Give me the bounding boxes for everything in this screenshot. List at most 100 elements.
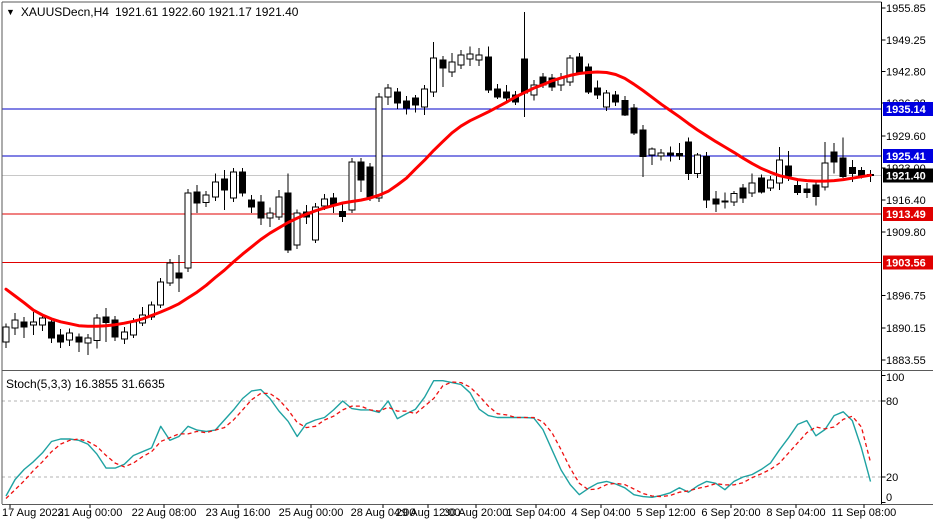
candle[interactable] [457, 50, 465, 70]
candle[interactable] [11, 313, 19, 335]
candle[interactable] [421, 85, 429, 115]
candle[interactable] [730, 190, 738, 206]
candle[interactable] [220, 169, 228, 210]
candle[interactable] [29, 312, 37, 335]
candle[interactable] [175, 255, 183, 293]
candle[interactable] [357, 158, 365, 192]
candle[interactable] [66, 328, 74, 347]
candle[interactable] [575, 53, 583, 74]
candle[interactable] [257, 195, 265, 225]
candle[interactable] [2, 323, 10, 349]
candle[interactable] [721, 192, 729, 209]
candle[interactable] [266, 207, 274, 227]
candle[interactable] [776, 146, 783, 190]
candle[interactable] [703, 151, 711, 208]
candle[interactable] [666, 146, 674, 162]
stoch-k-line[interactable] [5, 380, 872, 498]
candle[interactable] [111, 315, 119, 341]
candle[interactable] [248, 195, 256, 214]
candle[interactable] [239, 167, 247, 197]
candle[interactable] [694, 152, 702, 179]
candle[interactable] [566, 54, 574, 87]
price-axis: 1955.851949.251942.801936.381929.601923.… [881, 3, 926, 367]
candle[interactable] [57, 329, 65, 349]
current-price-label [883, 168, 933, 183]
candle[interactable] [503, 85, 510, 102]
candle[interactable] [157, 277, 165, 309]
candle[interactable] [275, 189, 283, 221]
candle[interactable] [821, 142, 829, 191]
candle[interactable] [630, 104, 638, 135]
candles[interactable] [2, 12, 874, 355]
candle[interactable] [284, 173, 292, 254]
candle[interactable] [475, 48, 483, 67]
candle[interactable] [739, 183, 747, 203]
candle[interactable] [20, 316, 28, 338]
candle[interactable] [384, 84, 392, 106]
candle[interactable] [402, 95, 410, 115]
candle[interactable] [184, 188, 192, 273]
candle[interactable] [839, 137, 847, 179]
stoch-axis: 100 80 20 0 [881, 372, 904, 504]
level-price-label [883, 255, 933, 270]
candle[interactable] [612, 91, 620, 107]
price-axis-tick-label: 1942.80 [886, 67, 926, 79]
candle[interactable] [348, 158, 356, 214]
price-level-lines[interactable] [2, 108, 881, 264]
candle[interactable] [812, 180, 820, 206]
candle[interactable] [748, 173, 756, 198]
candle[interactable] [193, 184, 201, 214]
candle[interactable] [120, 327, 128, 345]
candle[interactable] [603, 90, 611, 111]
candle[interactable] [621, 95, 629, 116]
symbol-dropdown-icon[interactable]: ▼ [6, 7, 15, 17]
candle[interactable] [766, 176, 774, 191]
candle[interactable] [84, 333, 92, 355]
candle[interactable] [211, 173, 219, 202]
candle[interactable] [330, 192, 338, 214]
candle[interactable] [93, 313, 101, 349]
candle[interactable] [685, 137, 692, 181]
stoch-axis-tick-label: 0 [886, 492, 892, 504]
candle[interactable] [648, 147, 656, 166]
candle[interactable] [557, 72, 565, 92]
candle[interactable] [393, 88, 401, 110]
candle[interactable] [202, 190, 210, 207]
level-price-label [883, 149, 933, 164]
candle[interactable] [448, 53, 456, 77]
price-axis-tick-label: 1949.25 [886, 35, 926, 47]
candle[interactable] [794, 180, 802, 196]
stoch-d-line[interactable] [5, 381, 872, 499]
price-axis-tick-label: 1909.80 [886, 227, 926, 239]
candle[interactable] [594, 80, 601, 99]
moving-average-line[interactable] [4, 70, 872, 328]
candle[interactable] [657, 148, 665, 161]
candle[interactable] [757, 174, 765, 194]
candle[interactable] [466, 46, 474, 67]
level-price-label-text: 1903.56 [886, 258, 926, 270]
candle[interactable] [339, 203, 347, 222]
candle[interactable] [166, 258, 174, 287]
candle[interactable] [639, 125, 647, 178]
candle[interactable] [230, 167, 237, 203]
candle[interactable] [293, 209, 301, 250]
candle[interactable] [675, 143, 683, 161]
candle[interactable] [830, 143, 838, 174]
candle[interactable] [38, 313, 46, 332]
level-price-label-text: 1913.49 [886, 209, 926, 221]
candle[interactable] [366, 163, 374, 202]
candle[interactable] [430, 41, 438, 97]
candle[interactable] [803, 183, 811, 199]
candle[interactable] [484, 46, 492, 93]
candle[interactable] [584, 63, 592, 94]
candle[interactable] [493, 84, 501, 99]
candle[interactable] [48, 317, 55, 344]
candle[interactable] [375, 92, 383, 203]
candle[interactable] [439, 55, 447, 88]
candle[interactable] [75, 333, 83, 352]
candle[interactable] [712, 190, 720, 213]
candle[interactable] [521, 12, 529, 117]
candle[interactable] [412, 94, 419, 113]
